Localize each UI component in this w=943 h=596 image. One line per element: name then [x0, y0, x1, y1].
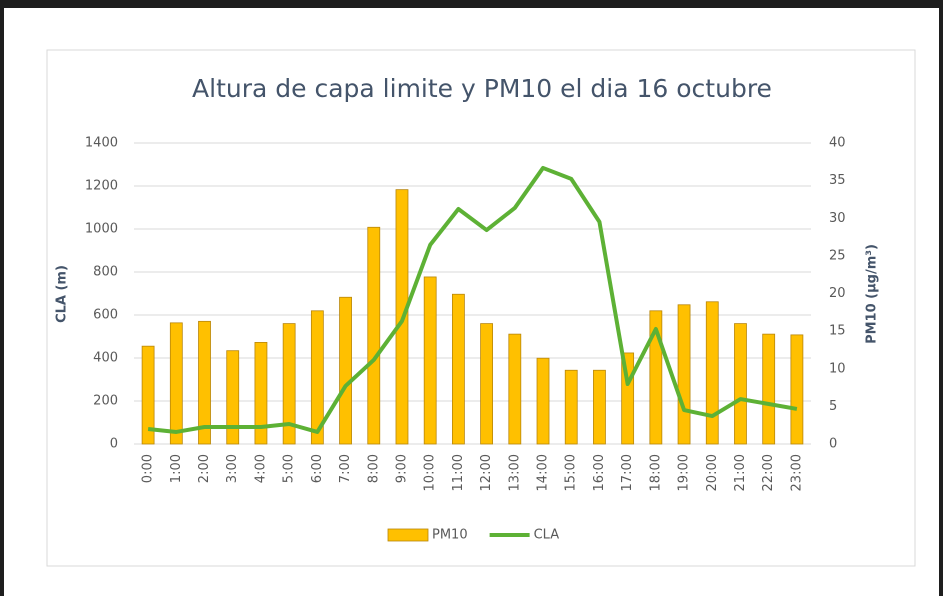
- x-tick-label: 14:00: [536, 454, 551, 491]
- x-tick-label: 5:00: [282, 454, 297, 483]
- y2-tick-label: 5: [829, 399, 837, 414]
- bar: [649, 310, 663, 445]
- y2-tick-label: 35: [829, 173, 846, 188]
- bar: [536, 357, 550, 445]
- chart-area: [46, 49, 916, 567]
- bar: [480, 323, 494, 445]
- y2-tick-label: 25: [829, 248, 846, 263]
- x-tick-label: 23:00: [789, 454, 804, 491]
- x-tick-label: 9:00: [394, 454, 409, 483]
- x-tick-label: 0:00: [141, 454, 156, 483]
- bar: [451, 293, 465, 445]
- x-tick-label: 4:00: [253, 454, 268, 483]
- y2-axis-title: PM10 (µg/m³): [865, 244, 880, 344]
- bar: [564, 369, 578, 445]
- x-tick-label: 6:00: [310, 454, 325, 483]
- legend-label: PM10: [432, 528, 468, 543]
- bar: [677, 304, 691, 445]
- y-tick-label: 1000: [85, 222, 118, 237]
- x-tick-label: 21:00: [733, 454, 748, 491]
- bar: [282, 323, 296, 445]
- bar: [705, 301, 719, 445]
- chart-title: Altura de capa limite y PM10 el dia 16 o…: [192, 74, 772, 103]
- x-tick-label: 18:00: [648, 454, 663, 491]
- x-tick-label: 22:00: [761, 454, 776, 491]
- bar: [339, 296, 352, 445]
- y2-tick-label: 10: [829, 361, 846, 376]
- y-axis-title: CLA (m): [55, 265, 70, 323]
- x-tick-label: 19:00: [677, 454, 692, 491]
- x-tick-label: 13:00: [507, 454, 522, 491]
- x-tick-label: 15:00: [564, 454, 579, 491]
- y-tick-label: 1200: [85, 179, 118, 194]
- bar: [762, 333, 776, 445]
- y-tick-label: 800: [93, 265, 118, 280]
- x-tick-label: 16:00: [592, 454, 607, 491]
- line: [147, 165, 798, 434]
- bar: [141, 345, 155, 445]
- legend-label: CLA: [534, 528, 560, 543]
- bar: [367, 226, 381, 445]
- bar: [423, 276, 437, 445]
- bar: [169, 322, 183, 445]
- x-tick-label: 3:00: [225, 454, 240, 483]
- x-tick-label: 10:00: [423, 454, 438, 491]
- y2-tick-label: 20: [829, 286, 846, 301]
- legend-swatch: [387, 528, 429, 542]
- bar: [790, 334, 804, 445]
- y-tick-label: 0: [110, 437, 118, 452]
- x-tick-label: 7:00: [338, 454, 353, 483]
- bar: [226, 350, 240, 445]
- x-tick-label: 11:00: [451, 454, 466, 491]
- frame-top: [0, 0, 943, 8]
- bar: [508, 333, 522, 445]
- y2-tick-label: 15: [829, 324, 846, 339]
- x-tick-label: 20:00: [705, 454, 720, 491]
- frame-left: [0, 0, 4, 596]
- bar: [734, 323, 747, 445]
- y-tick-label: 1400: [85, 136, 118, 151]
- y2-tick-label: 0: [829, 437, 837, 452]
- y-tick-label: 400: [93, 351, 118, 366]
- bar: [254, 342, 268, 445]
- bar: [198, 320, 211, 445]
- y-tick-label: 200: [93, 394, 118, 409]
- x-tick-label: 8:00: [366, 454, 381, 483]
- x-tick-label: 1:00: [169, 454, 184, 483]
- x-tick-label: 12:00: [479, 454, 494, 491]
- frame-right: [939, 0, 943, 596]
- y2-tick-label: 40: [829, 136, 846, 151]
- y2-tick-label: 30: [829, 211, 846, 226]
- x-tick-label: 17:00: [620, 454, 635, 491]
- x-tick-label: 2:00: [197, 454, 212, 483]
- bar: [310, 310, 324, 445]
- bar: [593, 369, 606, 445]
- y-tick-label: 600: [93, 308, 118, 323]
